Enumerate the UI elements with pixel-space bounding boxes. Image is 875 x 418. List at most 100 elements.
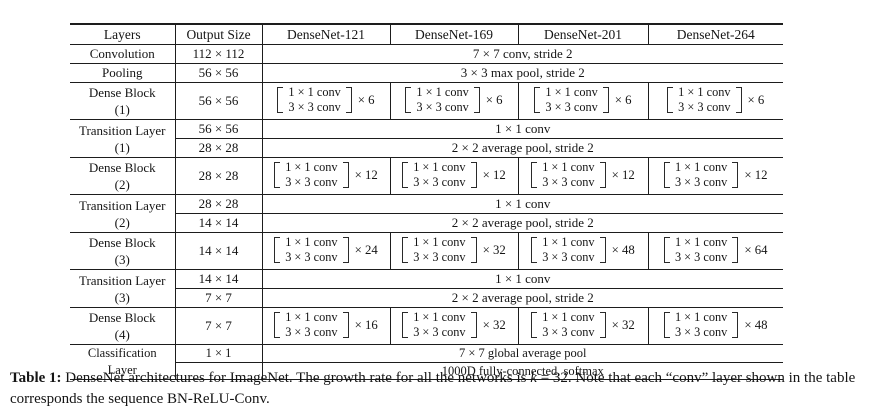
row-transition-1a: Transition Layer (1) 56 × 56 1 × 1 conv: [70, 119, 783, 158]
repeat-multiplier: × 12: [354, 167, 378, 182]
densenet-architecture-table: Layers Output Size DenseNet-121 DenseNet…: [70, 23, 783, 380]
header-layers: Layers: [70, 23, 175, 45]
row-transition-2a: Transition Layer (2) 28 × 28 1 × 1 conv: [70, 194, 783, 233]
output-size: 28 × 28: [174, 138, 262, 158]
conv-block-cell: 1 × 1 conv 3 × 3 conv × 48: [517, 232, 648, 270]
repeat-multiplier: × 64: [744, 242, 768, 257]
table-header-row: Layers Output Size DenseNet-121 DenseNet…: [70, 23, 783, 45]
caption-k-symbol: k: [530, 370, 537, 386]
span-cell: 7 × 7 conv, stride 2: [261, 44, 783, 64]
row-dense-block-4: Dense Block (4) 7 × 7 1 × 1 conv 3 × 3 co…: [70, 307, 783, 345]
conv-block-cell: 1 × 1 conv 3 × 3 conv × 6: [647, 82, 783, 120]
output-size: 14 × 14: [174, 269, 262, 289]
left-bracket-icon: [663, 312, 670, 339]
right-bracket-icon: [599, 162, 606, 189]
right-bracket-icon: [342, 237, 349, 264]
left-bracket-icon: [402, 312, 409, 339]
span-cell: 2 × 2 average pool, stride 2: [261, 138, 783, 158]
output-size: 56 × 56: [174, 63, 262, 83]
right-bracket-icon: [470, 312, 477, 339]
layer-label: Pooling: [70, 63, 175, 83]
span-cell: 2 × 2 average pool, stride 2: [261, 288, 783, 308]
left-bracket-icon: [531, 237, 538, 264]
row-convolution: Convolution 112 × 112 7 × 7 conv, stride…: [70, 44, 783, 64]
header-densenet-121: DenseNet-121: [261, 23, 390, 45]
row-transition-1b: 28 × 28 2 × 2 average pool, stride 2: [70, 138, 783, 158]
repeat-multiplier: × 12: [611, 167, 635, 182]
right-bracket-icon: [602, 87, 609, 114]
row-dense-block-2: Dense Block (2) 28 × 28 1 × 1 conv 3 × 3 …: [70, 157, 783, 195]
repeat-multiplier: × 32: [482, 242, 506, 257]
conv-block-cell: 1 × 1 conv 3 × 3 conv × 6: [517, 82, 648, 120]
right-bracket-icon: [732, 312, 739, 339]
conv-block-cell: 1 × 1 conv 3 × 3 conv × 16: [261, 307, 390, 345]
repeat-multiplier: × 48: [744, 317, 768, 332]
right-bracket-icon: [732, 237, 739, 264]
conv-block-cell: 1 × 1 conv 3 × 3 conv × 6: [261, 82, 390, 120]
output-size: 28 × 28: [174, 194, 262, 214]
repeat-multiplier: × 32: [611, 317, 635, 332]
right-bracket-icon: [342, 162, 349, 189]
conv-block-cell: 1 × 1 conv 3 × 3 conv × 24: [261, 232, 390, 270]
header-densenet-264: DenseNet-264: [647, 23, 783, 45]
output-size: 7 × 7: [174, 307, 262, 345]
left-bracket-icon: [274, 312, 281, 339]
layer-label: Transition Layer (1): [70, 119, 175, 158]
conv-block-cell: 1 × 1 conv 3 × 3 conv × 12: [389, 157, 518, 195]
layer-label: Dense Block (3): [70, 232, 175, 270]
left-bracket-icon: [277, 87, 284, 114]
repeat-multiplier: × 12: [744, 167, 768, 182]
caption-label: Table 1:: [10, 370, 62, 386]
layer-label: Transition Layer (3): [70, 269, 175, 308]
repeat-multiplier: × 24: [354, 242, 378, 257]
repeat-multiplier: × 16: [354, 317, 378, 332]
layer-label: Dense Block (4): [70, 307, 175, 345]
left-bracket-icon: [667, 87, 674, 114]
span-cell: 1 × 1 conv: [261, 194, 783, 214]
conv-block-cell: 1 × 1 conv 3 × 3 conv × 12: [517, 157, 648, 195]
table-caption: Table 1: DenseNet architectures for Imag…: [10, 368, 866, 410]
conv-block-cell: 1 × 1 conv 3 × 3 conv × 32: [389, 307, 518, 345]
left-bracket-icon: [405, 87, 412, 114]
left-bracket-icon: [663, 162, 670, 189]
conv-block-cell: 1 × 1 conv 3 × 3 conv × 48: [647, 307, 783, 345]
header-densenet-169: DenseNet-169: [389, 23, 518, 45]
output-size: 56 × 56: [174, 82, 262, 120]
right-bracket-icon: [735, 87, 742, 114]
row-transition-3b: 7 × 7 2 × 2 average pool, stride 2: [70, 288, 783, 308]
conv-block-cell: 1 × 1 conv 3 × 3 conv × 32: [517, 307, 648, 345]
header-output-size: Output Size: [174, 23, 262, 45]
repeat-multiplier: × 48: [611, 242, 635, 257]
conv-block-cell: 1 × 1 conv 3 × 3 conv × 12: [261, 157, 390, 195]
left-bracket-icon: [534, 87, 541, 114]
conv-block-cell: 1 × 1 conv 3 × 3 conv × 32: [389, 232, 518, 270]
layer-label: Dense Block (1): [70, 82, 175, 120]
caption-text-1: DenseNet architectures for ImageNet. The…: [65, 370, 527, 386]
row-classification-b: 1000D fully-connected, softmax: [70, 361, 783, 380]
left-bracket-icon: [531, 312, 538, 339]
left-bracket-icon: [402, 237, 409, 264]
row-dense-block-1: Dense Block (1) 56 × 56 1 × 1 conv 3 × 3 …: [70, 82, 783, 120]
right-bracket-icon: [470, 162, 477, 189]
span-cell: 2 × 2 average pool, stride 2: [261, 213, 783, 233]
span-cell: 1 × 1 conv: [261, 119, 783, 139]
header-densenet-201: DenseNet-201: [517, 23, 648, 45]
layer-label: Convolution: [70, 44, 175, 64]
repeat-multiplier: × 6: [357, 92, 375, 107]
output-size: 7 × 7: [174, 288, 262, 308]
layer-label: Transition Layer (2): [70, 194, 175, 233]
repeat-multiplier: × 6: [485, 92, 503, 107]
left-bracket-icon: [274, 237, 281, 264]
right-bracket-icon: [470, 237, 477, 264]
conv-block-cell: 1 × 1 conv 3 × 3 conv × 12: [647, 157, 783, 195]
right-bracket-icon: [345, 87, 352, 114]
row-transition-3a: Transition Layer (3) 14 × 14 1 × 1 conv: [70, 269, 783, 308]
output-size: 14 × 14: [174, 232, 262, 270]
right-bracket-icon: [599, 237, 606, 264]
output-size: 1 × 1: [174, 344, 262, 362]
right-bracket-icon: [599, 312, 606, 339]
output-size-empty: [174, 361, 262, 380]
span-cell: 1000D fully-connected, softmax: [261, 361, 783, 380]
left-bracket-icon: [402, 162, 409, 189]
repeat-multiplier: × 12: [482, 167, 506, 182]
